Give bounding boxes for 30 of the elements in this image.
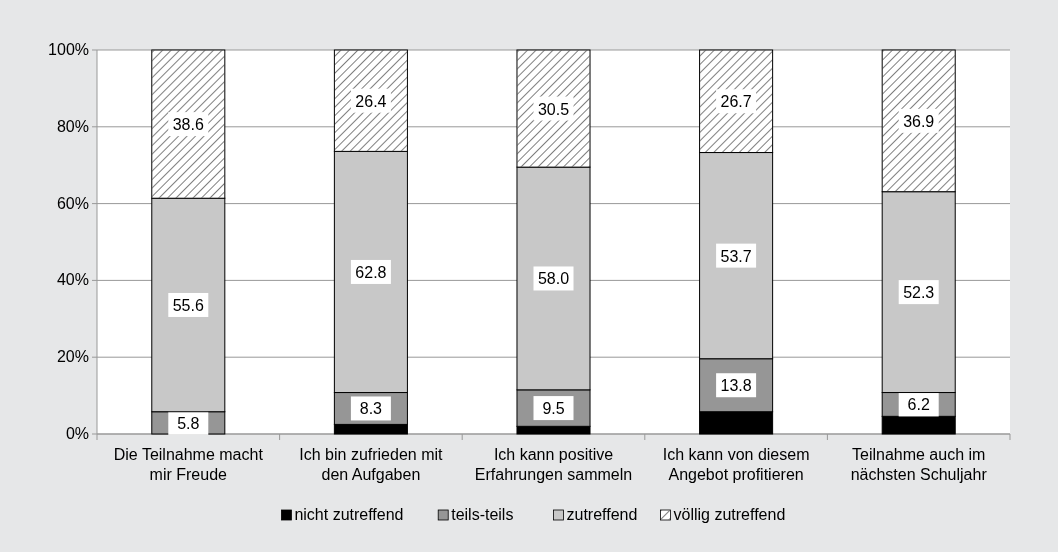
data-label: 26.7 — [720, 93, 752, 111]
x-tick-label: Ich bin zufrieden mit den Aufgaben — [299, 446, 444, 483]
data-label: 5.8 — [177, 414, 200, 432]
data-label: 52.3 — [903, 284, 935, 302]
legend-label: zutreffend — [566, 506, 638, 523]
x-tick-label: Ich kann positive Erfahrungen sammeln — [474, 446, 633, 483]
data-label: 62.8 — [355, 263, 387, 281]
data-label: 8.3 — [359, 400, 383, 418]
y-tick-label: 20% — [56, 348, 89, 366]
data-label: 13.8 — [720, 377, 752, 395]
legend-label: völlig zutreffend — [673, 506, 786, 523]
y-tick-label: 60% — [56, 194, 89, 212]
y-tick-label: 40% — [56, 271, 89, 289]
data-label: 55.6 — [172, 296, 204, 314]
data-label: 36.9 — [903, 112, 935, 130]
data-label: 6.2 — [907, 396, 930, 414]
x-tick-label: Die Teilnahme macht mir Freude — [113, 446, 264, 483]
x-tick-label: Ich kann von diesem Angebot profitieren — [662, 446, 810, 483]
data-label: 38.6 — [172, 116, 204, 134]
y-tick-label: 0% — [65, 425, 89, 442]
legend-label: nicht zutreffend — [294, 506, 404, 523]
legend-label: teils-teils — [451, 506, 514, 523]
x-tick-label: Teilnahme auch im nächsten Schuljahr — [850, 446, 988, 483]
y-tick-label: 80% — [56, 117, 89, 135]
data-label: 9.5 — [542, 400, 565, 418]
data-label: 30.5 — [537, 100, 570, 118]
y-tick-label: 100% — [48, 41, 89, 58]
data-label: 53.7 — [720, 247, 752, 265]
data-label: 26.4 — [355, 92, 387, 110]
data-label: 58.0 — [537, 270, 570, 288]
